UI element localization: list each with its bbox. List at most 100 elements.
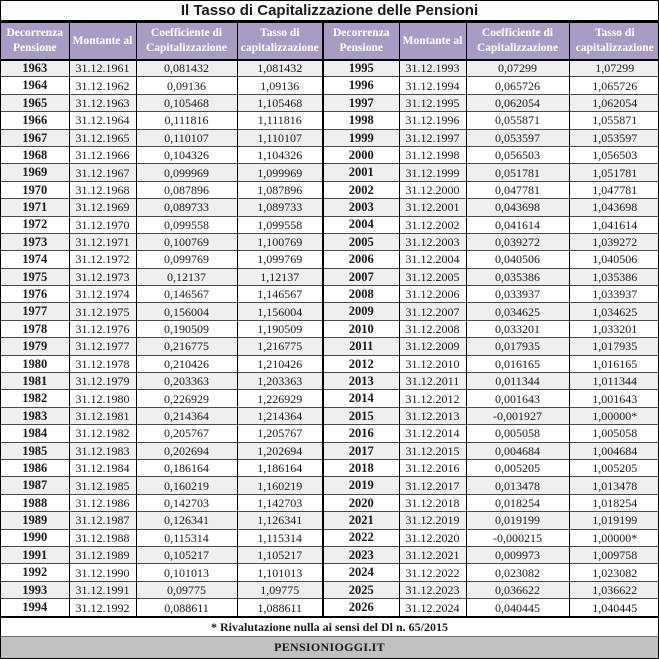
year-cell: 1988 — [1, 493, 70, 512]
tasso-cell: 1,013478 — [569, 476, 658, 495]
year-cell: 1968 — [1, 145, 70, 164]
coefficiente-cell: 0,142703 — [136, 493, 238, 512]
coefficiente-cell: 0,226929 — [136, 389, 238, 408]
montante-cell: 31.12.1961 — [69, 59, 137, 77]
tasso-cell: 1,07299 — [569, 59, 658, 77]
table-row: 1984 31.12.1982 0,205767 1,205767 2016 31.12.… — [1, 424, 658, 443]
year-cell: 2025 — [323, 580, 400, 599]
year-cell: 1982 — [1, 389, 70, 408]
table-row: 1965 31.12.1963 0,105468 1,105468 1997 31.12.… — [1, 93, 658, 112]
coefficiente-cell: 0,033201 — [466, 319, 570, 338]
year-cell: 2026 — [323, 598, 400, 616]
coefficiente-cell: 0,040506 — [466, 250, 570, 269]
table-row: 1974 31.12.1972 0,099769 1,099769 2006 31.12.… — [1, 250, 658, 269]
table-row: 1966 31.12.1964 0,111816 1,111816 1998 31.12.… — [1, 111, 658, 130]
coefficiente-cell: 0,111816 — [136, 111, 238, 130]
coefficiente-cell: 0,115314 — [136, 528, 238, 547]
montante-cell: 31.12.1972 — [69, 250, 137, 269]
tasso-cell: 1,036622 — [569, 580, 658, 599]
montante-cell: 31.12.1999 — [399, 163, 467, 182]
tasso-cell: 1,186164 — [237, 458, 324, 477]
coefficiente-cell: 0,09136 — [136, 76, 238, 95]
header-row: Decorrenza Pensione Montante al Coeffici… — [1, 22, 658, 61]
montante-cell: 31.12.1970 — [69, 215, 137, 234]
year-cell: 2020 — [323, 493, 400, 512]
coefficiente-cell: 0,036622 — [466, 580, 570, 599]
year-cell: 1971 — [1, 198, 70, 217]
montante-cell: 31.12.1974 — [69, 285, 137, 303]
table-body: 1963 31.12.1961 0,081432 1,081432 1995 31.12.… — [1, 59, 658, 616]
year-cell: 2015 — [323, 406, 400, 425]
table-row: 1993 31.12.1991 0,09775 1,09775 2025 31.12.20… — [1, 580, 658, 599]
tasso-cell: 1,00000* — [569, 528, 658, 547]
montante-cell: 31.12.2003 — [399, 232, 467, 251]
table-row: 1991 31.12.1989 0,105217 1,105217 2023 31.12.… — [1, 545, 658, 564]
year-cell: 2008 — [323, 285, 400, 303]
tasso-cell: 1,034625 — [569, 302, 658, 321]
year-cell: 2004 — [323, 215, 400, 234]
montante-cell: 31.12.2017 — [399, 476, 467, 495]
footnote: * Rivalutazione nulla ai sensi del Dl n.… — [1, 616, 658, 636]
table-row: 1977 31.12.1975 0,156004 1,156004 2009 31.12.… — [1, 302, 658, 321]
tasso-cell: 1,001643 — [569, 389, 658, 408]
year-cell: 1967 — [1, 128, 70, 147]
montante-cell: 31.12.2020 — [399, 528, 467, 547]
coefficiente-cell: 0,205767 — [136, 424, 238, 443]
tasso-cell: 1,019199 — [569, 511, 658, 530]
year-cell: 1994 — [1, 598, 70, 616]
tasso-cell: 1,214364 — [237, 406, 324, 425]
coefficiente-cell: 0,040445 — [466, 598, 570, 616]
year-cell: 2013 — [323, 372, 400, 390]
tasso-cell: 1,100769 — [237, 232, 324, 251]
table-row: 1971 31.12.1969 0,089733 1,089733 2003 31.12.… — [1, 198, 658, 217]
year-cell: 2002 — [323, 180, 400, 199]
year-cell: 2014 — [323, 389, 400, 408]
year-cell: 2006 — [323, 250, 400, 269]
year-cell: 1965 — [1, 93, 70, 112]
coefficiente-cell: 0,023082 — [466, 563, 570, 582]
year-cell: 1985 — [1, 441, 70, 460]
year-cell: 2023 — [323, 545, 400, 564]
montante-cell: 31.12.2024 — [399, 598, 467, 616]
year-cell: 1992 — [1, 563, 70, 582]
tasso-cell: 1,12137 — [237, 267, 324, 286]
tasso-cell: 1,056503 — [569, 145, 658, 164]
tasso-cell: 1,051781 — [569, 163, 658, 182]
tasso-cell: 1,09775 — [237, 580, 324, 599]
year-cell: 1986 — [1, 458, 70, 477]
year-cell: 1999 — [323, 128, 400, 147]
montante-cell: 31.12.2006 — [399, 285, 467, 303]
montante-cell: 31.12.2001 — [399, 198, 467, 217]
coefficiente-cell: 0,035386 — [466, 267, 570, 286]
year-cell: 2016 — [323, 424, 400, 443]
montante-cell: 31.12.1984 — [69, 458, 137, 477]
montante-cell: 31.12.1996 — [399, 111, 467, 130]
year-cell: 2005 — [323, 232, 400, 251]
table-row: 1987 31.12.1985 0,160219 1,160219 2019 31.12.… — [1, 476, 658, 495]
table-row: 1963 31.12.1961 0,081432 1,081432 1995 31.12.… — [1, 59, 658, 77]
year-cell: 1966 — [1, 111, 70, 130]
tasso-cell: 1,047781 — [569, 180, 658, 199]
montante-cell: 31.12.1985 — [69, 476, 137, 495]
coefficiente-cell: 0,203363 — [136, 372, 238, 390]
year-cell: 1963 — [1, 59, 70, 77]
source-bar: PENSIONIOGGI.IT — [1, 636, 658, 658]
year-cell: 1995 — [323, 59, 400, 77]
montante-cell: 31.12.1965 — [69, 128, 137, 147]
year-cell: 1987 — [1, 476, 70, 495]
table-row: 1990 31.12.1988 0,115314 1,115314 2022 31.12.… — [1, 528, 658, 547]
montante-cell: 31.12.2004 — [399, 250, 467, 269]
table-row: 1976 31.12.1974 0,146567 1,146567 2008 31.12.… — [1, 285, 658, 303]
montante-cell: 31.12.1980 — [69, 389, 137, 408]
tasso-cell: 1,115314 — [237, 528, 324, 547]
coefficiente-cell: 0,214364 — [136, 406, 238, 425]
table-row: 1981 31.12.1979 0,203363 1,203363 2013 31.12.… — [1, 372, 658, 390]
coefficiente-cell: 0,009973 — [466, 545, 570, 564]
coefficiente-cell: 0,099969 — [136, 163, 238, 182]
table-row: 1969 31.12.1967 0,099969 1,099969 2001 31.12.… — [1, 163, 658, 182]
year-cell: 2012 — [323, 354, 400, 373]
coefficiente-cell: 0,186164 — [136, 458, 238, 477]
coefficiente-cell: 0,07299 — [466, 59, 570, 77]
montante-cell: 31.12.2019 — [399, 511, 467, 530]
montante-cell: 31.12.1973 — [69, 267, 137, 286]
